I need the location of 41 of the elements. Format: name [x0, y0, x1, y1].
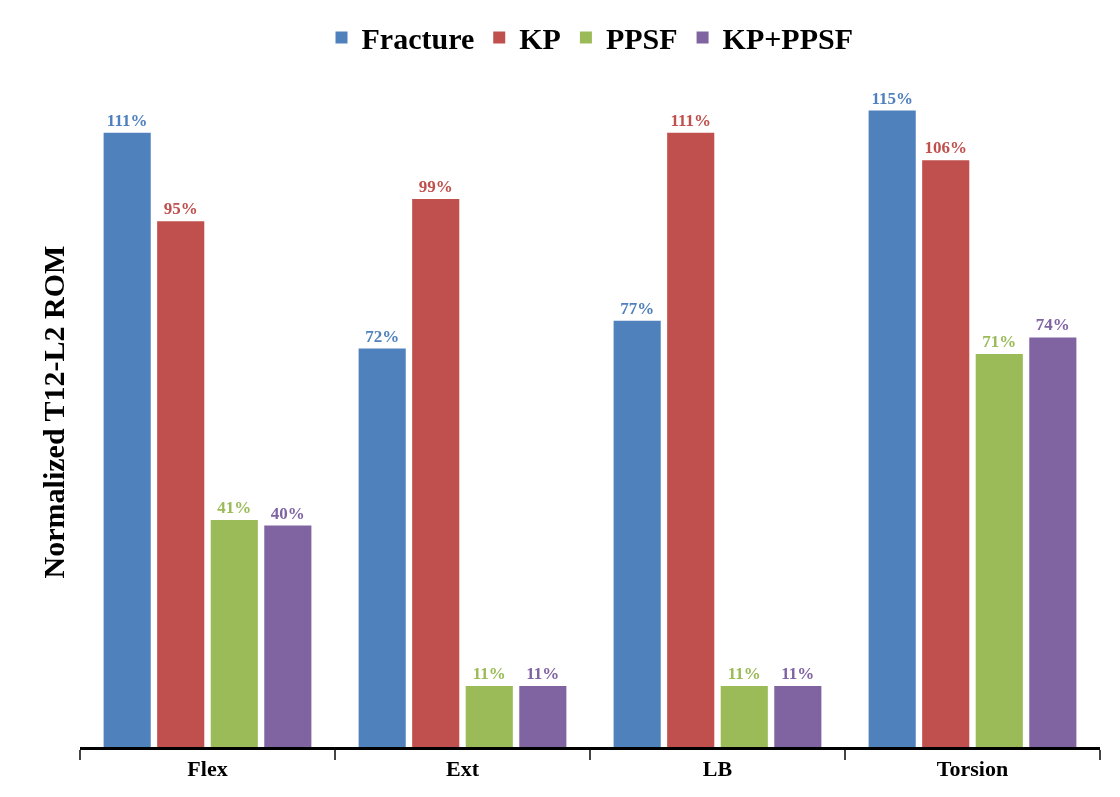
- legend-label: KP+PPSF: [722, 22, 853, 56]
- bar: [613, 320, 661, 747]
- data-label: 11%: [727, 664, 761, 684]
- data-label: 11%: [472, 664, 506, 684]
- data-label: 77%: [620, 298, 655, 318]
- data-label: 72%: [365, 326, 400, 346]
- data-label: 95%: [163, 199, 198, 219]
- bar: [210, 520, 258, 747]
- bar: [975, 354, 1023, 747]
- x-tick-label: Torsion: [936, 756, 1009, 782]
- bar: [412, 199, 460, 747]
- data-label: 99%: [418, 177, 453, 197]
- bar: [868, 110, 916, 747]
- legend-label: Fracture: [361, 22, 475, 56]
- data-label: 111%: [670, 110, 712, 130]
- data-label: 106%: [924, 138, 967, 158]
- bar: [720, 686, 768, 747]
- bar: [264, 525, 312, 747]
- bar: [358, 348, 406, 747]
- bar: [1029, 337, 1077, 747]
- data-label: 11%: [781, 664, 815, 684]
- data-label: 41%: [217, 498, 252, 518]
- bar: [774, 686, 822, 747]
- bar: [465, 686, 513, 747]
- bar: [667, 132, 715, 747]
- bar: [103, 132, 151, 747]
- bar: [519, 686, 567, 747]
- data-label: 11%: [526, 664, 560, 684]
- x-tick-label: Flex: [187, 756, 228, 782]
- data-label: 71%: [982, 332, 1017, 352]
- data-label: 111%: [106, 110, 148, 130]
- legend-label: PPSF: [605, 22, 678, 56]
- data-label: 40%: [270, 503, 305, 523]
- bar: [157, 221, 205, 747]
- data-label: 115%: [871, 88, 913, 108]
- x-tick-label: LB: [702, 756, 733, 782]
- x-tick-label: Ext: [446, 756, 480, 782]
- bar: [922, 160, 970, 747]
- y-axis-title: Normalized T12-L2 ROM: [37, 245, 70, 579]
- legend-label: KP: [519, 22, 561, 56]
- data-label: 74%: [1035, 315, 1070, 335]
